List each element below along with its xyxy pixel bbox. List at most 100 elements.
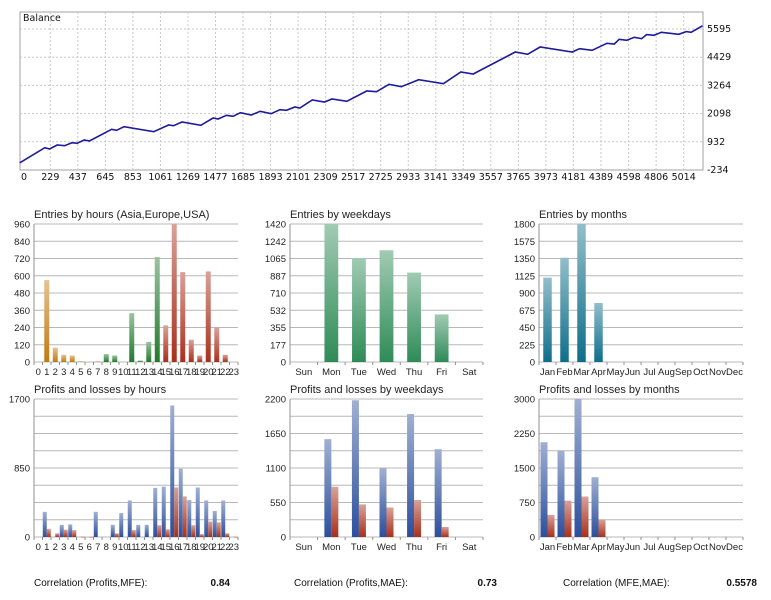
balance-point	[212, 117, 214, 119]
balance-point	[366, 90, 368, 92]
profit-bar	[93, 511, 98, 537]
correlation-profits-mae: Correlation (Profits,MAE): 0.73	[294, 578, 497, 589]
profit-bar	[110, 524, 115, 537]
profit-bar	[212, 511, 217, 537]
x-tick-label: 2101	[286, 172, 310, 183]
y-tick-label: 1350	[514, 254, 535, 265]
x-tick-label: 2	[53, 542, 58, 553]
loss-bar	[55, 533, 60, 537]
balance-point	[633, 36, 635, 38]
x-tick-label: May	[607, 542, 625, 553]
balance-point	[294, 106, 296, 108]
x-tick-label: 1477	[203, 172, 227, 183]
y-tick-label: 0	[25, 358, 30, 369]
loss-bar	[225, 533, 230, 537]
x-tick-label: 3557	[479, 172, 503, 183]
x-tick-label: Tue	[351, 367, 367, 378]
balance-point	[217, 118, 219, 120]
balance-point	[71, 142, 73, 144]
y-tick-label: 0	[530, 533, 535, 544]
profit-bar	[136, 524, 141, 537]
bar	[324, 224, 339, 362]
x-tick-label: 17	[177, 367, 188, 378]
x-tick-label: Apr	[591, 367, 606, 378]
x-tick-label: 18	[186, 367, 197, 378]
profit-bar	[153, 487, 158, 537]
profits-losses-by-months-chart: Profits and losses by months 0 750 1500 2250…	[514, 384, 744, 553]
bar	[379, 250, 394, 362]
loss-bar	[564, 500, 572, 537]
y-tick-label: 720	[14, 254, 30, 265]
balance-point	[331, 98, 333, 100]
loss-bar	[191, 525, 196, 537]
balance-point	[613, 43, 615, 45]
x-tick-label: Jul	[643, 542, 655, 553]
y-tick-label: 1065	[265, 254, 286, 265]
correlation-mfe-mae: Correlation (MFE,MAE): 0.5578	[563, 578, 757, 589]
loss-bar	[441, 526, 449, 537]
y-tick-label: 225	[519, 340, 535, 351]
profit-bar	[591, 477, 599, 537]
x-tick-label: Sat	[462, 542, 477, 553]
x-tick-label: 2933	[396, 172, 420, 183]
x-tick-label: 16	[169, 367, 180, 378]
profit-bar	[379, 468, 387, 537]
x-tick-label: 13	[143, 367, 154, 378]
y-tick-label: 0	[281, 533, 286, 544]
balance-point	[701, 25, 703, 27]
y-tick-label: 887	[270, 271, 286, 282]
x-tick-label: 5	[78, 542, 83, 553]
entries-by-hours-chart: Entries by hours (Asia,Europe,USA)012024…	[14, 209, 239, 378]
x-tick-label: 0	[21, 172, 27, 183]
bar	[407, 272, 421, 362]
loss-bar	[414, 499, 422, 537]
x-tick-label: 2725	[369, 172, 393, 183]
x-tick-label: Tue	[351, 542, 367, 553]
y-tick-label: 600	[14, 271, 30, 282]
y-tick-label: 750	[519, 498, 535, 509]
balance-point	[285, 109, 288, 111]
x-tick-label: Nov	[709, 367, 726, 378]
profit-bar	[68, 524, 73, 537]
balance-point	[279, 109, 281, 111]
y-tick-label: 1242	[265, 237, 286, 248]
x-tick-label: 14	[152, 542, 163, 553]
bar	[146, 341, 152, 362]
x-tick-label: Fri	[436, 367, 447, 378]
bar	[103, 354, 109, 362]
profit-bar	[540, 442, 548, 537]
bar	[434, 314, 449, 362]
loss-bar	[165, 529, 170, 537]
x-tick-label: 17	[177, 542, 188, 553]
balance-point	[225, 114, 228, 116]
balance-point	[527, 53, 529, 55]
profits-losses-by-weekdays-chart: Profits and losses by weekdays 0 550 1100 16…	[265, 384, 484, 553]
x-tick-label: 22	[220, 542, 231, 553]
x-tick-label: 853	[124, 172, 142, 183]
balance-point	[626, 39, 628, 41]
balance-point	[110, 128, 113, 130]
bar	[61, 354, 67, 362]
y-tick-label: 480	[14, 289, 30, 300]
bar	[222, 354, 228, 362]
y-tick-label: 0	[25, 533, 30, 544]
balance-point	[44, 147, 46, 149]
x-tick-label: 18	[186, 542, 197, 553]
loss-bar	[114, 533, 119, 537]
bar	[95, 361, 101, 362]
x-tick-label: Aug	[658, 542, 675, 553]
chart-title: Entries by months	[539, 209, 628, 221]
x-tick-label: 14	[152, 367, 163, 378]
y-tick-label: 0	[530, 358, 535, 369]
balance-point	[323, 101, 326, 103]
balance-point	[232, 115, 234, 117]
x-tick-label: 21	[211, 367, 222, 378]
x-tick-label: Oct	[693, 542, 708, 553]
x-tick-label: 23	[228, 367, 239, 378]
balance-point	[646, 34, 648, 36]
bar	[171, 224, 177, 362]
loss-bar	[208, 521, 213, 537]
correlation-value: 0.5578	[726, 578, 757, 589]
y-tick-label: 2098	[707, 109, 731, 120]
balance-point	[418, 79, 420, 81]
